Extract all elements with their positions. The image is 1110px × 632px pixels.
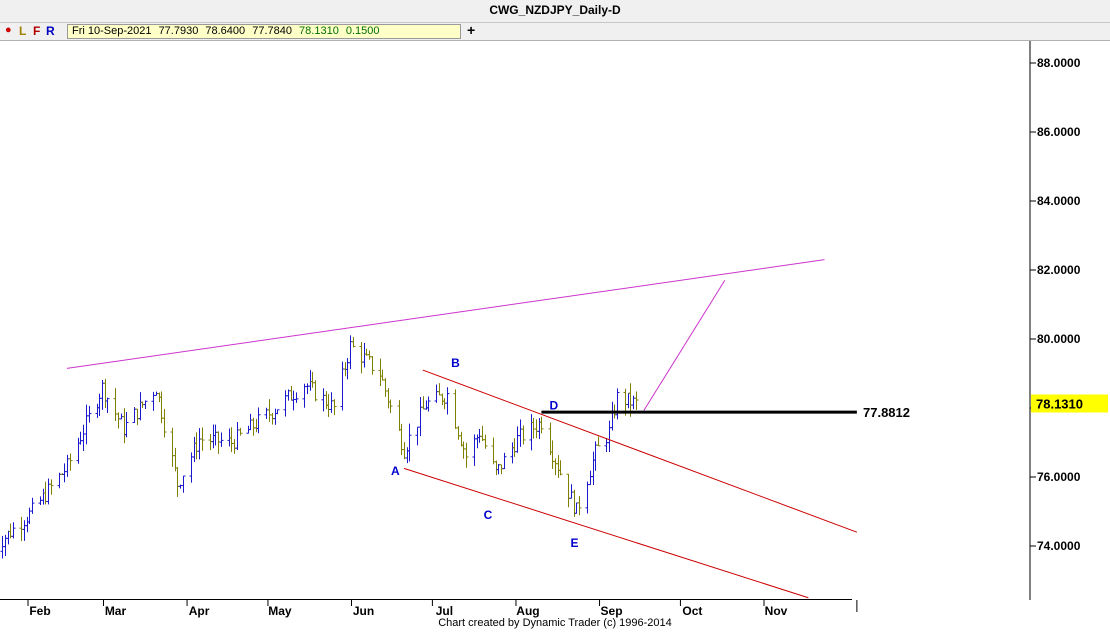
x-tick-label: Feb: [29, 604, 50, 618]
y-tick-label: 86.0000: [1037, 125, 1081, 139]
trendline-channel-bottom: [403, 467, 809, 599]
price-bar: [49, 479, 54, 495]
price-bar: [313, 380, 318, 402]
x-tick-label: Nov: [765, 604, 788, 618]
price-bar: [162, 409, 167, 438]
x-tick-label: Oct: [682, 604, 702, 618]
price-bar: [238, 427, 243, 436]
price-bar: [539, 416, 544, 434]
price-bar: [275, 409, 280, 415]
wave-label-e: E: [570, 536, 578, 550]
price-bar: [558, 460, 563, 476]
ohlc-change: 0.1500: [345, 25, 380, 37]
x-tick-label: Apr: [189, 604, 210, 618]
wave-label-b: B: [451, 356, 460, 370]
y-tick-label: 88.0000: [1037, 56, 1081, 70]
price-bar: [68, 453, 73, 471]
price-bar: [615, 388, 620, 420]
price-bar: [143, 400, 148, 409]
y-tick-label: 84.0000: [1037, 194, 1081, 208]
x-tick-label: Jul: [436, 604, 453, 618]
level-label: 77.8812: [863, 405, 910, 420]
price-bar: [30, 497, 35, 514]
add-icon[interactable]: +: [467, 22, 476, 38]
chart-title: CWG_NZDJPY_Daily-D: [489, 3, 621, 17]
ohlc-high: 78.6400: [205, 25, 246, 37]
price-bar: [577, 496, 582, 516]
price-bar: [124, 411, 129, 438]
price-bar: [294, 392, 299, 403]
wave-labels: A B C D E: [391, 356, 579, 550]
trendline-channel-top: [422, 369, 858, 533]
price-bar: [502, 452, 507, 470]
price-bar: [521, 425, 526, 445]
wave-label-a: A: [391, 464, 400, 478]
price-bars: [0, 335, 639, 559]
price-bar: [11, 522, 16, 539]
ohlc-low: 77.7840: [252, 25, 292, 37]
x-tick-label: Sep: [601, 604, 623, 618]
price-bar: [181, 475, 186, 493]
price-bar: [634, 391, 639, 410]
y-tick-label: 74.0000: [1037, 539, 1081, 553]
x-tick-label: May: [268, 604, 292, 618]
price-bar: [464, 442, 469, 468]
x-axis: Feb Mar Apr May Jun Jul Aug Sep Oct Nov: [27, 600, 858, 618]
x-tick-label: Aug: [516, 604, 539, 618]
toolbar-l-button[interactable]: L: [19, 24, 27, 38]
price-bar: [219, 432, 224, 447]
wave-label-d: D: [549, 398, 558, 412]
price-bar: [483, 434, 488, 449]
price-bar: [370, 356, 375, 375]
y-tick-label: 82.0000: [1037, 263, 1081, 277]
record-dot-icon[interactable]: ●: [5, 24, 12, 36]
trendline-upper: [66, 259, 825, 369]
price-bar: [200, 427, 205, 451]
ohlc-close: 78.1310: [299, 25, 339, 37]
y-tick-label: 80.0000: [1037, 332, 1081, 346]
price-bar: [426, 396, 431, 412]
y-tick-label: 76.0000: [1037, 470, 1081, 484]
ohlc-readout: Fri 10-Sep-2021 77.7930 78.6400 77.7840 …: [67, 24, 461, 39]
price-bar: [105, 397, 110, 413]
price-bar: [407, 423, 412, 462]
price-bar: [351, 337, 356, 348]
footer-credit: Chart created by Dynamic Trader (c) 1996…: [438, 617, 672, 629]
x-tick-label: Mar: [105, 604, 127, 618]
price-bar: [87, 405, 92, 423]
ohlc-open: 77.7930: [158, 25, 199, 37]
price-bar: [388, 399, 393, 414]
price-bar: [445, 387, 450, 415]
toolbar-f-button[interactable]: F: [33, 24, 41, 38]
price-bar: [256, 407, 261, 434]
title-bar: CWG_NZDJPY_Daily-D: [0, 0, 1110, 23]
price-bar: [596, 436, 601, 447]
ohlc-date: Fri 10-Sep-2021: [72, 25, 152, 37]
x-tick-label: Jun: [353, 604, 374, 618]
price-tag-box: [1031, 394, 1108, 413]
wave-label-c: C: [484, 508, 493, 522]
last-price-tag: 78.1310: [1031, 394, 1108, 413]
chart-lines: 77.8812: [66, 259, 910, 599]
trendline-projection: [643, 280, 726, 411]
toolbar: ● L F R Fri 10-Sep-2021 77.7930 78.6400 …: [0, 22, 1110, 41]
y-axis: 74.000076.000078.000080.000082.000084.00…: [1030, 56, 1081, 553]
price-tag-label: 78.1310: [1036, 396, 1083, 411]
toolbar-r-button[interactable]: R: [46, 24, 55, 38]
price-bar: [332, 399, 337, 416]
